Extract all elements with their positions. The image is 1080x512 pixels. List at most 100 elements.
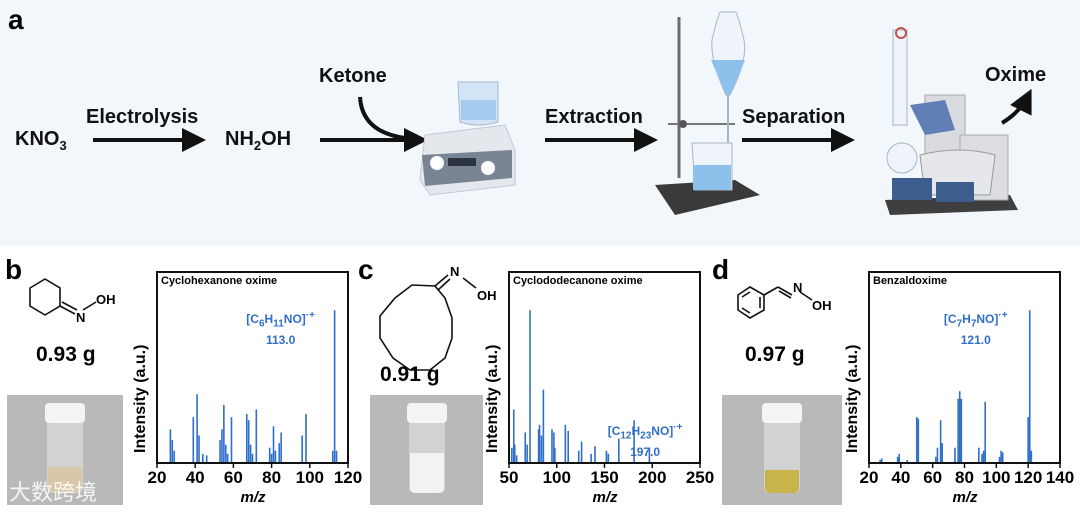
chart-title: Benzaldoxime (873, 275, 947, 287)
x-tick-label: 60 (223, 468, 243, 487)
plot-frame (868, 271, 1061, 464)
spectrum-peak (223, 404, 225, 464)
spectrum-peak (648, 447, 651, 464)
intermediate-pre: NH (225, 128, 254, 150)
x-axis-label: m/z (592, 489, 618, 506)
spectrum-peak (173, 450, 175, 464)
x-tick-label: 250 (685, 468, 715, 487)
spectrum-peak (226, 453, 229, 464)
peak-formula: [C7H7NO]·+ (943, 310, 1008, 330)
spectrum-peak (247, 420, 250, 464)
arrow-reaction (320, 96, 428, 152)
vial-photo-c (370, 395, 483, 505)
spectrum-peak (305, 414, 307, 464)
spectrum-peak (567, 430, 570, 464)
spectrum-peak (513, 444, 516, 464)
spectrum-peak (202, 453, 204, 464)
spectrum-peak (278, 443, 281, 464)
spectrum-peak (957, 398, 959, 464)
panel-label-a: a (8, 4, 24, 35)
separatory-funnel-stand-icon (655, 11, 760, 215)
reactant-kno3: KNO3 (15, 128, 67, 153)
atom-n-d: N (793, 280, 802, 295)
spectrum-peak (941, 443, 944, 464)
spectrum-peak (198, 435, 200, 464)
spectrum-peak (898, 453, 901, 464)
chart-title: Cyclododecanone oxime (513, 275, 643, 287)
x-tick-label: 100 (295, 468, 324, 487)
spectrum-peak (335, 450, 338, 464)
x-tick-label: 100 (542, 468, 571, 487)
plot-frame (156, 271, 349, 464)
x-tick-label: 60 (923, 468, 943, 487)
spectrum-peak (196, 394, 198, 464)
product-oxime: Oxime (985, 64, 1047, 86)
spectrum-peak (1027, 417, 1029, 464)
spectrum-peak (280, 432, 282, 464)
peak-mz: 121.0 (960, 333, 991, 348)
panel-label-d: d (712, 254, 730, 285)
step-extraction: Extraction (545, 106, 643, 128)
spectrum-peak (331, 450, 334, 464)
spectrum-peak (524, 432, 527, 464)
spectrum-peak (982, 450, 985, 464)
yield-mass-b: 0.93 g (36, 343, 96, 366)
reagent-ketone: Ketone (319, 65, 387, 87)
intermediate-post: OH (261, 128, 292, 150)
reactant-subscript: 3 (59, 138, 67, 153)
spectrum-peak (998, 456, 1001, 464)
spectrum-peak (917, 418, 920, 464)
spectrum-peak (274, 450, 277, 464)
spectrum-peak (1001, 452, 1004, 464)
spectrum-peak (936, 447, 939, 464)
x-tick-label: 50 (499, 468, 519, 487)
spectrum-peak (540, 435, 543, 464)
x-tick-label: 40 (185, 468, 205, 487)
spectrum-peak (580, 441, 583, 464)
watermark: 大数跨境 (9, 480, 98, 505)
x-tick-label: 80 (955, 468, 974, 487)
hot-plate-stirrer-icon (419, 81, 516, 196)
x-tick-label: 20 (147, 468, 167, 487)
step-electrolysis: Electrolysis (86, 106, 199, 128)
peak-annotation: [C12H23NO]·+ 197.0 (605, 420, 685, 460)
spectrum-peak (270, 453, 273, 464)
peak-mz: 113.0 (265, 333, 296, 348)
yield-mass-d: 0.97 g (745, 343, 805, 366)
x-tick-label: 140 (1045, 468, 1075, 487)
panel-label-c: c (358, 254, 374, 285)
cyclododecanone-oxime-structure (379, 274, 477, 371)
spectrum-peak (511, 447, 513, 464)
spectrum-peak (880, 458, 883, 464)
reactant-text: KNO (15, 128, 60, 150)
spectrum-peak (526, 444, 528, 464)
spectrum-peak (171, 440, 174, 464)
spectrum-peak (590, 453, 592, 464)
spectrum-peak (1000, 450, 1002, 464)
cyclohexanone-oxime-structure (29, 278, 97, 316)
spectrum-peak (512, 409, 515, 464)
x-tick-label: 150 (590, 468, 619, 487)
peak-annotation: [C6H11NO]·+ 113.0 (241, 308, 321, 348)
spectrum-peak (249, 444, 252, 464)
spectrum-peak (879, 459, 881, 464)
x-tick-label: 20 (859, 468, 879, 487)
peak-annotation: [C7H7NO]·+ 121.0 (936, 308, 1016, 348)
mass-spectrum-1 (508, 271, 701, 468)
x-axis-label: m/z (240, 489, 266, 506)
spectrum-peak (605, 450, 608, 464)
spectrum-peak (958, 391, 961, 464)
x-tick-label: 100 (982, 468, 1011, 487)
spectrum-peak (896, 456, 899, 464)
spectrum-peak (594, 446, 596, 464)
spectrum-peak (224, 444, 227, 464)
spectrum-peak (954, 447, 956, 464)
step-separation: Separation (742, 106, 846, 128)
vial-photo-d (722, 395, 842, 505)
spectrum-peak (245, 414, 248, 464)
x-tick-label: 40 (891, 468, 911, 487)
peak-formula: [C6H11NO]·+ (246, 310, 315, 330)
spectrum-peak (515, 455, 518, 464)
spectrum-peak (564, 424, 567, 464)
atom-n-c: N (450, 264, 459, 279)
